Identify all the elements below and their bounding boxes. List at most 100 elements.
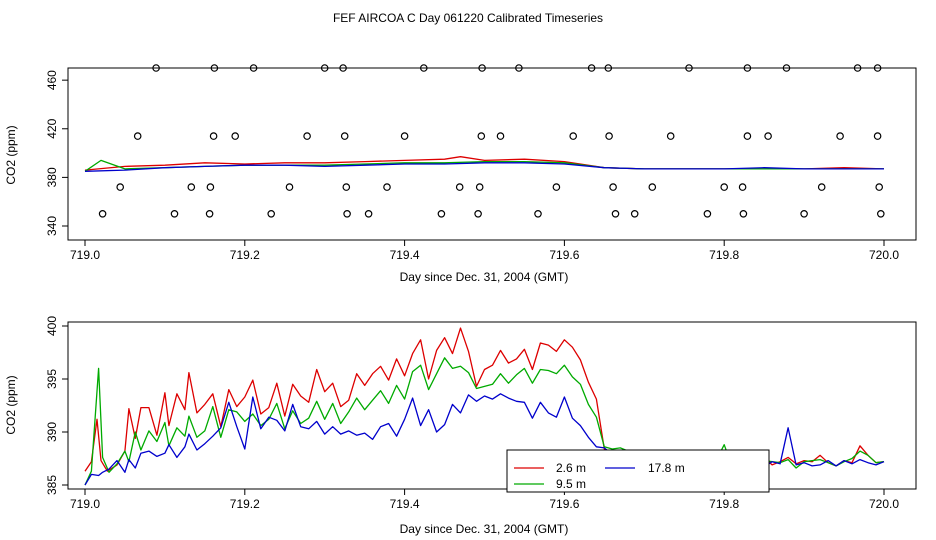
- top-scatter-point: [152, 64, 160, 72]
- top-scatter-point: [743, 132, 752, 140]
- top-scatter-point: [205, 210, 214, 218]
- top-scatter-point: [206, 183, 215, 191]
- top-x-axis-label: Day since Dec. 31, 2004 (GMT): [400, 270, 569, 284]
- top-scatter-point: [764, 132, 772, 140]
- top-x-axis: 719.0 719.2 719.4 719.6 719.8 720.0: [70, 240, 899, 262]
- top-scatter-point: [210, 64, 219, 72]
- bottom-x-tick-label: 719.2: [230, 497, 260, 511]
- bottom-x-tick-label: 720.0: [869, 497, 899, 511]
- top-y-tick-label: 420: [45, 118, 59, 138]
- top-scatter-point: [340, 132, 349, 140]
- top-x-tick-label: 719.2: [230, 248, 260, 262]
- top-scatter-point: [339, 64, 347, 72]
- bottom-x-tick-label: 719.8: [709, 497, 739, 511]
- top-series-group: [84, 156, 885, 172]
- top-x-tick-label: 720.0: [869, 248, 899, 262]
- top-scatter-point: [743, 64, 752, 72]
- top-scatter-point: [343, 210, 351, 218]
- top-scatter-point: [320, 64, 329, 72]
- top-y-axis: 340 380 420 460: [45, 70, 68, 236]
- top-scatter-point: [342, 183, 351, 191]
- top-scatter-point: [231, 132, 240, 140]
- top-scatter-point: [478, 64, 486, 72]
- bottom-y-tick-label: 385: [45, 475, 59, 495]
- top-scatter-point: [873, 64, 882, 72]
- top-scatter-point: [817, 183, 826, 191]
- top-scatter-point: [383, 183, 391, 191]
- bottom-panel: 719.0 719.2 719.4 719.6 719.8 720.0 385 390 395…: [4, 316, 917, 536]
- top-scatter-point: [605, 132, 613, 140]
- top-scatter-point: [187, 183, 196, 191]
- bottom-y-tick-label: 390: [45, 422, 59, 442]
- legend-label-2-6m: 2.6 m: [556, 461, 586, 475]
- top-scatter-point: [477, 132, 486, 140]
- top-y-tick-label: 460: [45, 70, 59, 90]
- top-scatter-point: [116, 183, 125, 191]
- top-scatter-point: [782, 64, 791, 72]
- legend-box: [506, 449, 770, 493]
- top-y-tick-label: 340: [45, 216, 59, 236]
- top-panel: 719.0 719.2 719.4 719.6 719.8 720.0 340 380 420…: [4, 64, 917, 284]
- top-scatter-point: [475, 183, 484, 191]
- top-scatter-point: [609, 183, 617, 191]
- top-scatter-point: [685, 64, 693, 72]
- top-scatter-point: [496, 132, 505, 140]
- top-scatter-point: [739, 210, 748, 218]
- legend: 2.6 m 17.8 m 9.5 m: [506, 449, 770, 493]
- top-scatter-point: [474, 210, 482, 218]
- top-scatter-point: [666, 132, 675, 140]
- top-y-axis-label: CO2 (ppm): [4, 125, 18, 184]
- bottom-plot-frame: [67, 321, 917, 490]
- top-scatter-point: [437, 210, 446, 218]
- top-scatter-point: [873, 132, 882, 140]
- top-scatter-point: [133, 132, 142, 140]
- top-scatter-point: [455, 183, 464, 191]
- bottom-y-tick-label: 395: [45, 369, 59, 389]
- bottom-y-axis-label: CO2 (ppm): [4, 375, 18, 434]
- top-x-tick-label: 719.0: [70, 248, 100, 262]
- top-scatter-point: [303, 132, 311, 140]
- top-scatter-point: [587, 64, 596, 72]
- top-scatter-point: [364, 210, 373, 218]
- top-scatter-point: [611, 210, 620, 218]
- top-scatter-point: [876, 210, 885, 218]
- top-scatter-point: [720, 183, 729, 191]
- bottom-x-axis-label: Day since Dec. 31, 2004 (GMT): [400, 522, 569, 536]
- top-scatter-point: [836, 132, 844, 140]
- top-plot-frame: [67, 67, 917, 241]
- top-scatter-point: [630, 210, 639, 218]
- top-scatter-point: [209, 132, 218, 140]
- top-scatter-point: [703, 210, 712, 218]
- top-scatter-point: [267, 210, 276, 218]
- figure-title: FEF AIRCOA C Day 061220 Calibrated Times…: [333, 11, 603, 25]
- bottom-x-axis: 719.0 719.2 719.4 719.6 719.8 720.0: [70, 489, 899, 511]
- bottom-y-tick-label: 400: [45, 316, 59, 336]
- top-marker-group: [98, 64, 885, 218]
- top-scatter-point: [98, 210, 107, 218]
- top-scatter-point: [515, 64, 523, 72]
- top-scatter-point: [875, 183, 884, 191]
- bottom-y-axis: 385 390 395 400: [45, 316, 68, 495]
- top-scatter-point: [569, 132, 578, 140]
- top-x-tick-label: 719.6: [549, 248, 579, 262]
- bottom-x-tick-label: 719.6: [549, 497, 579, 511]
- top-scatter-point: [249, 64, 258, 72]
- top-x-tick-label: 719.4: [390, 248, 420, 262]
- top-series-line-17-8-m: [84, 162, 884, 172]
- top-scatter-point: [170, 210, 179, 218]
- top-scatter-point: [853, 64, 862, 72]
- top-scatter-point: [738, 183, 747, 191]
- legend-label-17-8m: 17.8 m: [648, 461, 685, 475]
- top-x-tick-label: 719.8: [709, 248, 739, 262]
- top-scatter-point: [285, 183, 294, 191]
- bottom-x-tick-label: 719.4: [390, 497, 420, 511]
- top-scatter-point: [400, 132, 409, 140]
- top-scatter-point: [800, 210, 808, 218]
- top-y-tick-label: 380: [45, 167, 59, 187]
- top-scatter-point: [552, 183, 561, 191]
- legend-label-9-5m: 9.5 m: [556, 477, 586, 491]
- bottom-x-tick-label: 719.0: [70, 497, 100, 511]
- top-scatter-point: [604, 64, 613, 72]
